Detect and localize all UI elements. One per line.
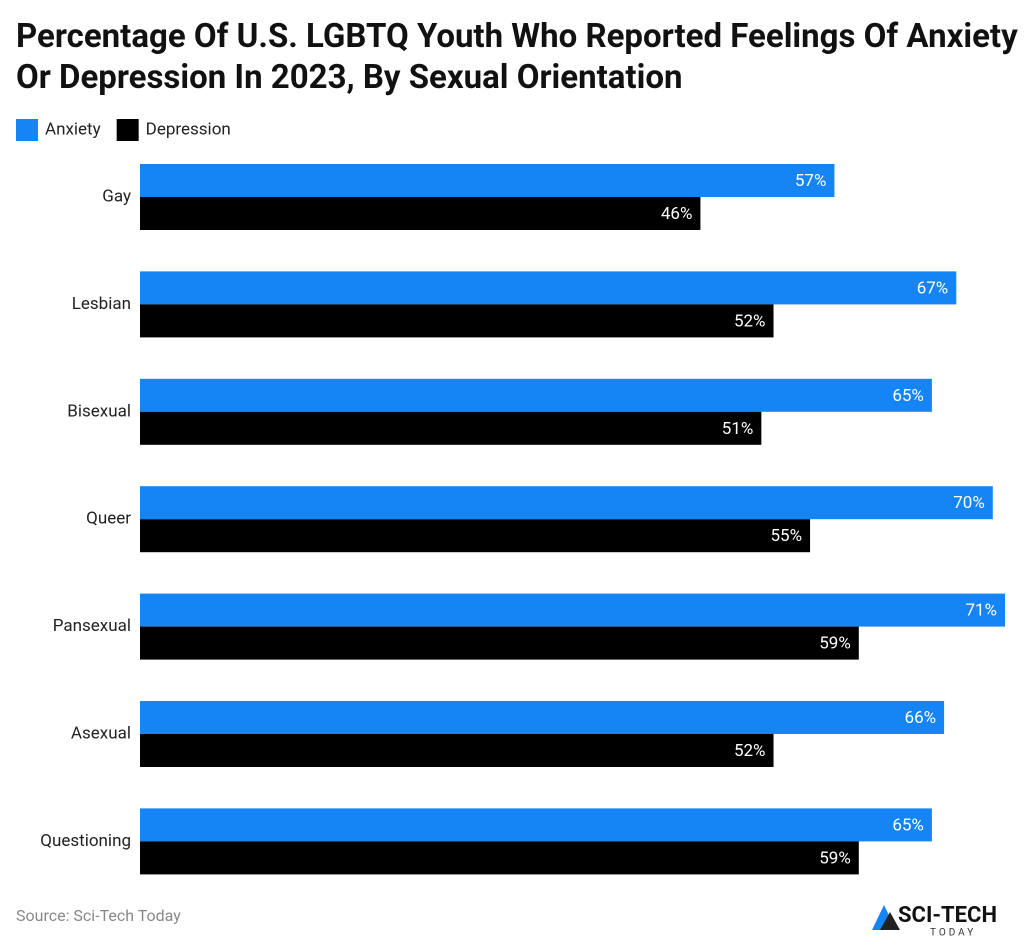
bar	[140, 734, 774, 767]
value-label: 71%	[965, 601, 997, 621]
value-label: 59%	[819, 634, 851, 654]
logo-icon	[880, 912, 900, 930]
logo-name: SCI-TECH	[898, 903, 997, 928]
bar	[140, 841, 859, 875]
source: Source: Sci-Tech Today	[16, 906, 181, 925]
bar	[140, 808, 932, 842]
value-label: 59%	[819, 848, 851, 868]
value-label: 65%	[892, 386, 924, 406]
chart-title: Percentage Of U.S. LGBTQ Youth Who Repor…	[16, 17, 1018, 97]
category-label: Queer	[86, 509, 131, 529]
bar	[140, 519, 811, 553]
bar	[140, 411, 762, 445]
bar	[140, 701, 945, 734]
legend-label: Anxiety	[45, 119, 101, 139]
value-label: 70%	[953, 493, 985, 513]
value-label: 67%	[917, 278, 949, 298]
bar	[140, 271, 957, 305]
bar	[140, 593, 1005, 627]
bar	[140, 626, 859, 660]
value-label: 51%	[722, 419, 754, 439]
logo-tagline: TODAY	[930, 928, 976, 939]
value-label: 65%	[892, 815, 924, 835]
category-label: Pansexual	[53, 616, 131, 636]
legend-label: Depression	[146, 119, 231, 139]
value-label: 55%	[771, 526, 803, 546]
category-label: Gay	[102, 186, 131, 206]
category-label: Lesbian	[72, 294, 131, 314]
value-label: 66%	[905, 708, 937, 728]
bar	[140, 378, 932, 412]
logo: SCI-TECH TODAY	[872, 903, 997, 939]
category-label: Bisexual	[67, 401, 131, 421]
value-label: 46%	[661, 204, 693, 224]
legend-swatch	[16, 119, 38, 141]
bar	[140, 164, 835, 197]
bar	[140, 486, 993, 520]
bar	[140, 197, 701, 230]
category-label: Questioning	[40, 831, 131, 851]
value-label: 57%	[795, 171, 827, 191]
value-label: 52%	[734, 311, 766, 331]
bar	[140, 304, 774, 338]
category-label: Asexual	[71, 723, 131, 743]
value-label: 52%	[734, 741, 766, 761]
legend-swatch	[116, 119, 139, 141]
